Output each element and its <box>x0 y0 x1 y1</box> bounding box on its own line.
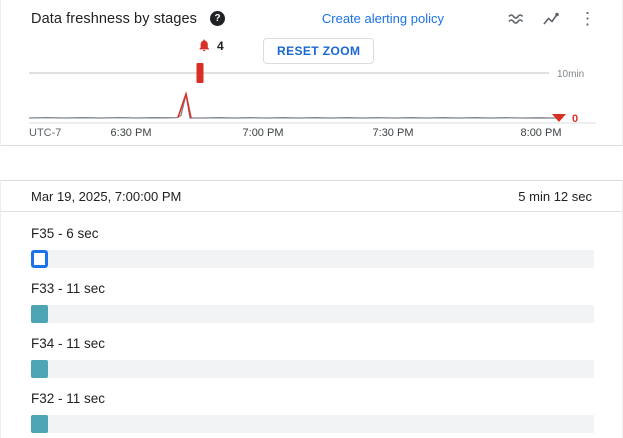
stage-row: F33 - 11 sec <box>31 281 594 323</box>
stage-list: F35 - 6 sec F33 - 11 sec F34 - 11 sec F3… <box>1 212 622 433</box>
reset-zoom-button[interactable]: RESET ZOOM <box>263 38 375 64</box>
stage-label: F34 - 11 sec <box>31 336 106 351</box>
detail-total-duration: 5 min 12 sec <box>518 189 592 204</box>
stage-label: F32 - 11 sec <box>31 391 106 406</box>
freshness-card: Data freshness by stages ? Create alerti… <box>0 0 623 146</box>
threshold-label: 10min <box>557 69 584 80</box>
stage-row: F34 - 11 sec <box>31 336 594 378</box>
stage-row: F32 - 11 sec <box>31 391 594 433</box>
stage-track <box>31 305 594 323</box>
page-title: Data freshness by stages <box>31 10 198 27</box>
help-icon[interactable]: ? <box>210 11 226 26</box>
chart-area: 10min 4 0 UTC-7 6:30 PM 7:00 PM 7:30 PM … <box>1 35 622 145</box>
alert-count-badge: 4 <box>217 39 224 53</box>
stage-segment[interactable] <box>31 360 48 378</box>
stage-segment[interactable] <box>31 305 48 323</box>
create-alerting-policy-link[interactable]: Create alerting policy <box>321 11 444 26</box>
spike-line <box>177 90 192 119</box>
series-line <box>28 93 559 119</box>
stage-label: F35 - 6 sec <box>31 226 99 241</box>
stage-segment-selected[interactable] <box>31 250 48 268</box>
detail-header: Mar 19, 2025, 7:00:00 PM 5 min 12 sec <box>1 181 622 212</box>
stage-track <box>31 250 594 268</box>
axis-tick-utc: UTC-7 <box>29 127 61 139</box>
incident-bar[interactable] <box>196 63 204 83</box>
stage-track <box>31 360 594 378</box>
overflow-menu-icon[interactable]: ⋮ <box>579 9 596 28</box>
heatmap-toggle-icon[interactable] <box>505 8 527 30</box>
stage-row: F35 - 6 sec <box>31 226 594 268</box>
detail-timestamp: Mar 19, 2025, 7:00:00 PM <box>31 189 182 204</box>
alert-bell-icon[interactable] <box>199 39 209 52</box>
stage-detail-panel: Mar 19, 2025, 7:00:00 PM 5 min 12 sec F3… <box>0 180 623 438</box>
stage-segment[interactable] <box>31 415 48 433</box>
stage-track <box>31 415 594 433</box>
end-marker-icon <box>552 114 566 122</box>
axis-tick-730: 7:30 PM <box>373 127 414 139</box>
axis-tick-700: 7:00 PM <box>243 127 284 139</box>
axis-tick-630: 6:30 PM <box>111 127 152 139</box>
card-header: Data freshness by stages ? Create alerti… <box>1 0 622 35</box>
freshness-chart[interactable]: 10min 4 0 UTC-7 6:30 PM 7:00 PM 7:30 PM … <box>1 35 623 145</box>
axis-tick-800: 8:00 PM <box>521 127 562 139</box>
end-value-label: 0 <box>572 113 578 125</box>
stage-label: F33 - 11 sec <box>31 281 106 296</box>
line-chart-toggle-icon[interactable] <box>540 8 562 30</box>
